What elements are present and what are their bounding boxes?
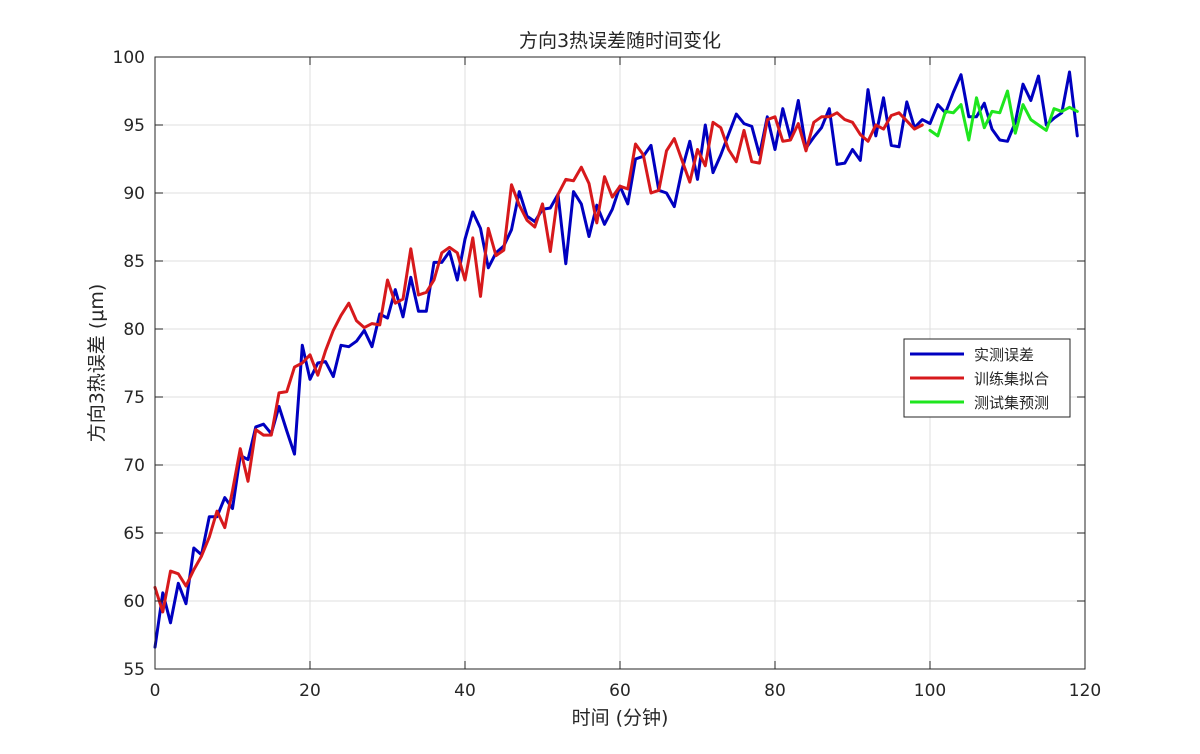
legend-label: 实测误差 bbox=[974, 346, 1034, 364]
y-tick-label: 75 bbox=[123, 388, 145, 408]
legend-label: 训练集拟合 bbox=[974, 370, 1049, 388]
x-tick-label: 20 bbox=[299, 681, 321, 701]
y-axis-title: 方向3热误差 (μm) bbox=[86, 284, 108, 443]
x-tick-label: 0 bbox=[150, 681, 161, 701]
x-tick-label: 60 bbox=[609, 681, 631, 701]
x-tick-label: 80 bbox=[764, 681, 786, 701]
chart-title: 方向3热误差随时间变化 bbox=[519, 30, 721, 52]
series-line-1 bbox=[153, 70, 1079, 649]
legend-label: 测试集预测 bbox=[974, 394, 1049, 412]
y-tick-label: 80 bbox=[123, 320, 145, 340]
x-tick-label: 100 bbox=[914, 681, 946, 701]
y-tick-label: 65 bbox=[123, 524, 145, 544]
x-axis-title: 时间 (分钟) bbox=[572, 707, 669, 729]
x-tick-label: 40 bbox=[454, 681, 476, 701]
y-tick-label: 90 bbox=[123, 184, 145, 204]
series-line-3 bbox=[928, 89, 1079, 142]
y-tick-label: 70 bbox=[123, 456, 145, 476]
y-tick-label: 55 bbox=[123, 660, 145, 680]
series-line-2 bbox=[153, 111, 924, 614]
axis-ticks: 0 20 40 60 80 100 120 55 60 65 70 75 80 85 90 95 100 bbox=[113, 48, 1102, 701]
y-tick-label: 60 bbox=[123, 592, 145, 612]
y-tick-label: 95 bbox=[123, 116, 145, 136]
y-tick-label: 85 bbox=[123, 252, 145, 272]
y-tick-label: 100 bbox=[113, 48, 145, 68]
x-tick-label: 120 bbox=[1069, 681, 1101, 701]
series-lines bbox=[153, 70, 1079, 649]
